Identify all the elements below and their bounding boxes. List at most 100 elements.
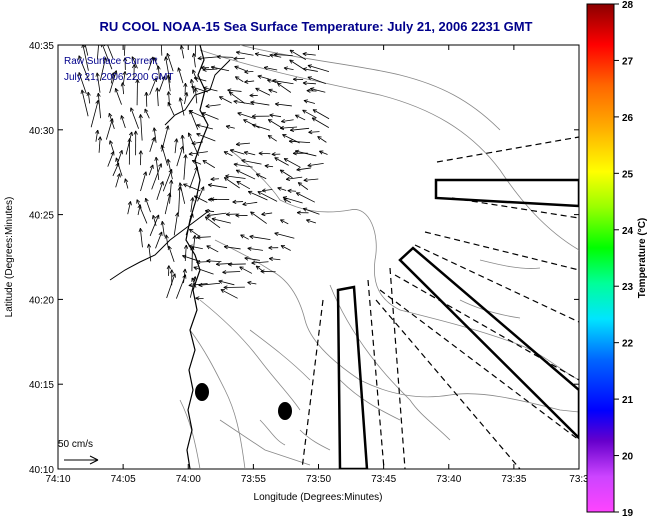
current-vector [268,245,279,250]
current-vector [166,158,173,180]
current-vector [164,234,169,249]
colorbar-tick-label: 26 [622,113,634,124]
current-vector [203,86,218,92]
current-vector [201,112,219,120]
current-vector [288,139,311,144]
current-vector [183,183,201,192]
current-vector [250,211,267,224]
current-vector [178,182,186,204]
current-vector [136,199,148,224]
current-vector [191,159,202,165]
current-vector [176,145,184,167]
current-vector [223,285,245,290]
current-vector [235,142,251,147]
current-vector [78,72,87,95]
current-vector [223,245,241,250]
current-vector [302,81,316,86]
current-vector [223,177,240,189]
current-vector [96,92,102,119]
current-vector [204,208,215,214]
current-vector [135,79,140,106]
survey-box-east [434,178,579,208]
current-vector [187,132,199,156]
annotation-line-1: Raw Surface Current [64,56,158,67]
colorbar-tick-label: 24 [622,226,634,237]
current-vector [234,76,244,83]
current-vector [86,91,91,104]
current-vector [302,207,320,215]
scale-arrow [64,455,99,465]
current-vector [210,65,230,72]
surface-current-vectors [78,45,330,301]
scale-label: 50 cm/s [58,439,93,450]
current-vector [307,64,330,72]
current-vector [196,132,216,142]
current-vector [78,55,90,82]
dashed-transects [301,136,579,469]
current-vector [211,217,231,224]
current-vector [122,71,127,85]
current-vector [243,119,260,129]
current-vector [130,107,139,129]
current-vector [206,245,219,253]
current-vector [190,246,195,272]
current-vector [156,181,164,201]
current-vector [234,65,246,71]
colorbar-ticks: 19 20 21 22 23 24 25 26 27 28 [614,0,634,518]
current-vector [133,130,138,156]
current-vector [156,65,161,80]
current-vector [194,45,197,57]
y-axis: 40:35 40:30 40:25 40:20 40:15 40:10 [29,41,579,476]
current-vector [261,188,273,193]
current-vector [179,45,185,59]
current-vector [274,231,295,239]
current-vector [244,256,260,261]
current-vector [274,157,289,166]
current-vector [166,52,174,72]
colorbar-tick-label: 23 [622,282,634,293]
current-vector [149,214,160,237]
current-vector [287,188,297,193]
mooring-marker [195,383,209,401]
current-vector [196,123,214,130]
current-vector [164,192,172,215]
current-vector [146,243,152,262]
current-vector [155,231,163,249]
current-vector [247,246,263,251]
current-vector [282,196,303,204]
current-vector [227,262,246,267]
current-vector [255,173,267,180]
current-vector [151,163,163,190]
current-vector [296,167,311,172]
current-vector [196,235,211,240]
current-vector [312,109,330,120]
current-vector [218,279,235,286]
current-vector [132,64,137,81]
current-vector [244,79,255,84]
current-vector [233,162,253,168]
current-vector [252,123,271,131]
current-vector [96,45,101,60]
current-vector [189,276,197,298]
current-vector [303,99,316,104]
survey-box-southeast [398,246,579,440]
current-vector [140,171,148,192]
current-vector [307,162,324,168]
current-vector [254,52,270,58]
current-vector [289,59,305,70]
current-vector [191,53,197,68]
current-vector [117,149,123,164]
current-vector [97,136,103,153]
current-vector [185,213,194,236]
current-vector [149,77,158,95]
current-vector [207,183,228,189]
current-vector [144,91,149,107]
current-vector [267,78,279,84]
current-vector [293,77,304,82]
current-vector [285,176,303,181]
current-vector [289,49,307,60]
current-vector [295,114,306,121]
current-vector [109,140,115,153]
current-vector [261,211,273,217]
y-tick-label: 40:10 [29,465,54,476]
